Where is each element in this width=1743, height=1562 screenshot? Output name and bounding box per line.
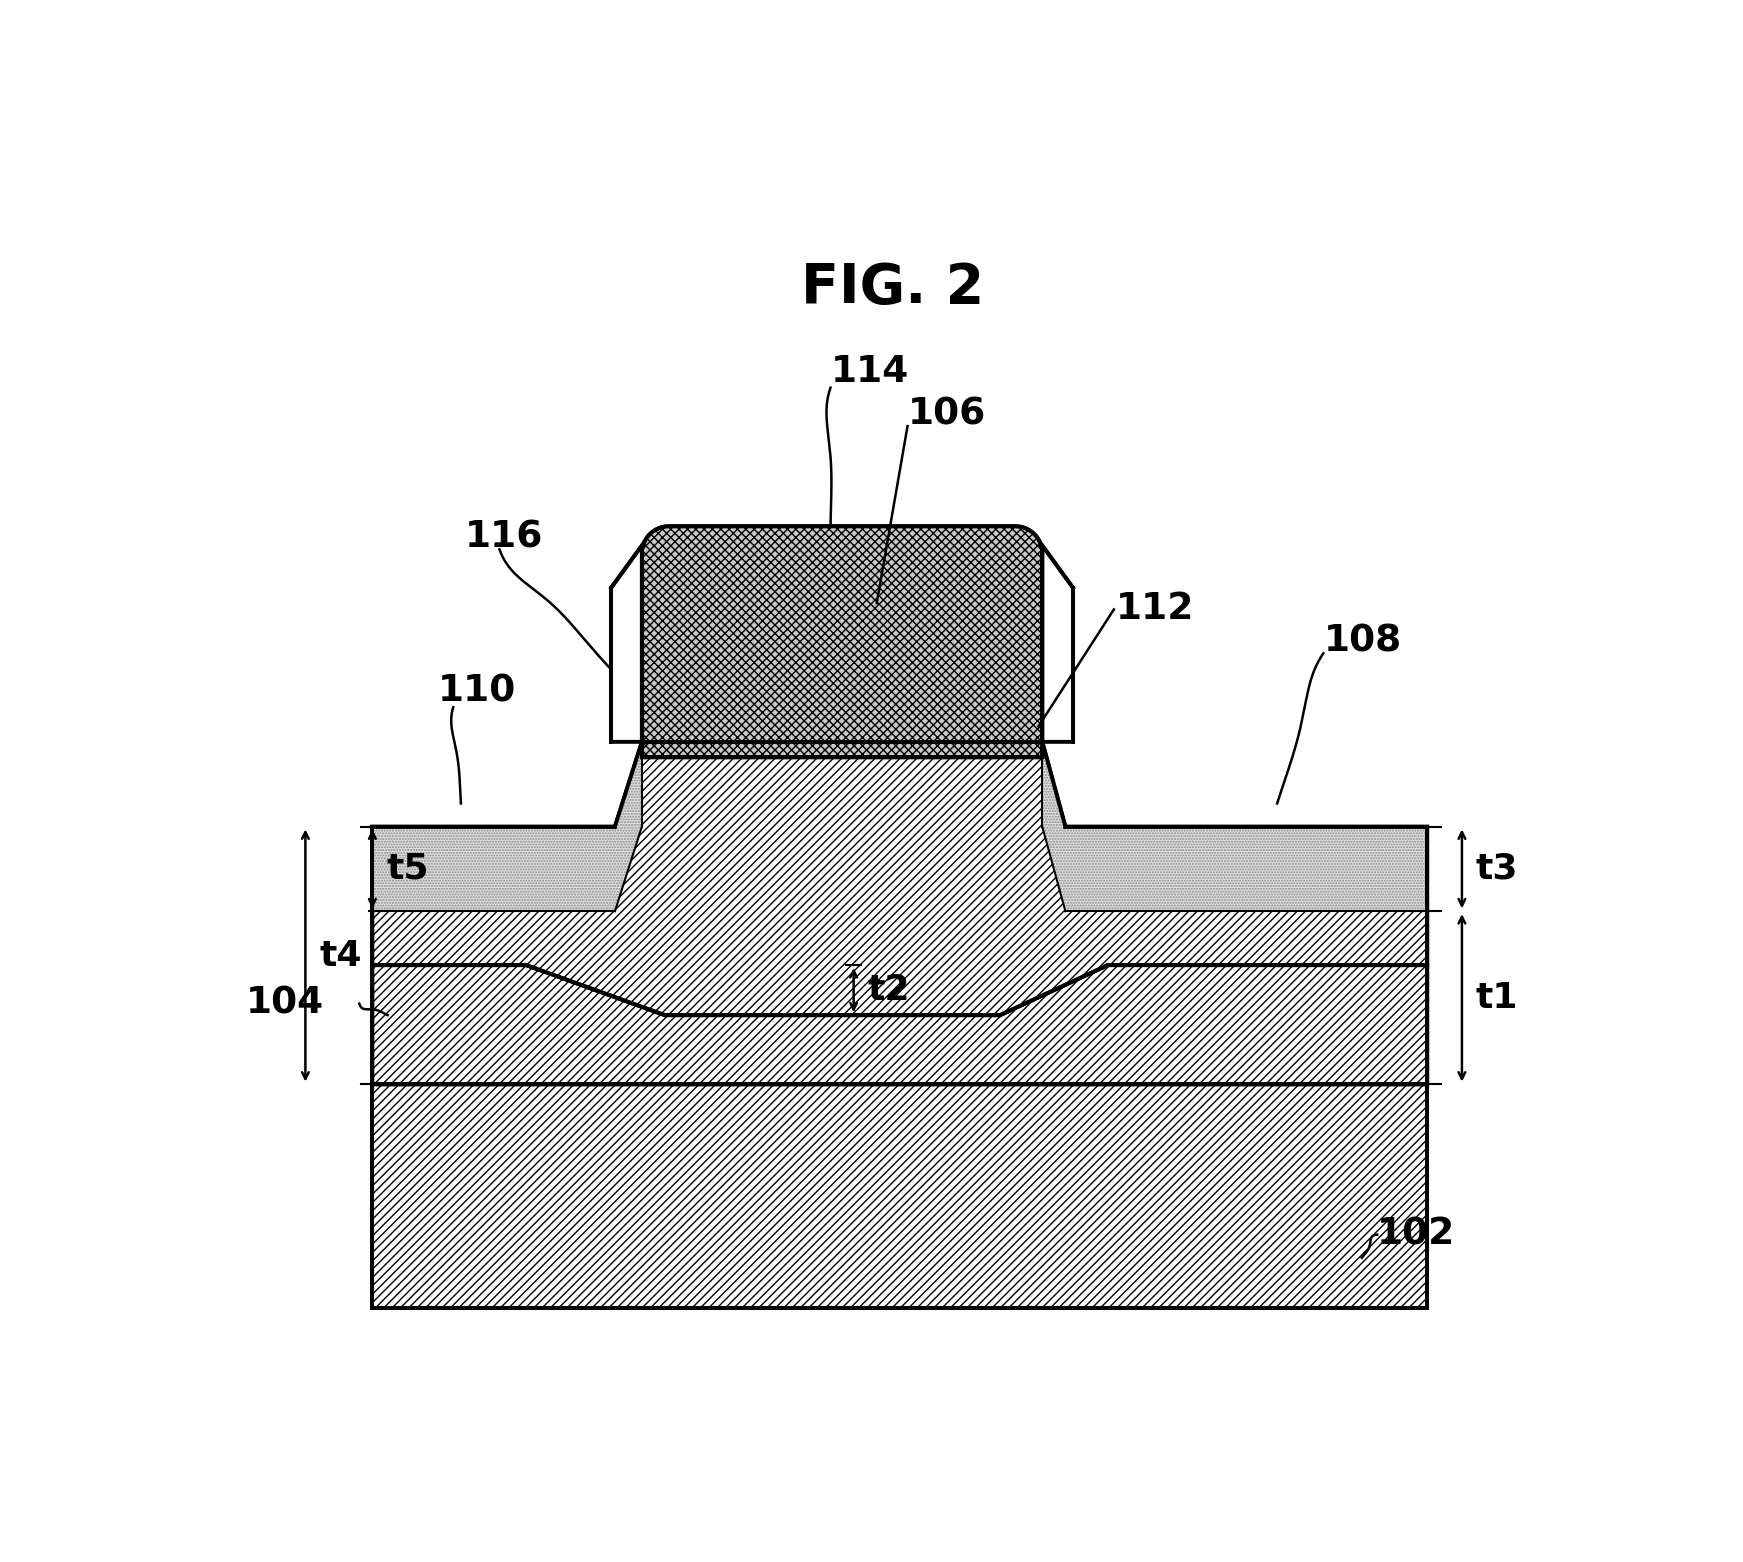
Polygon shape bbox=[373, 742, 641, 911]
Text: 106: 106 bbox=[908, 397, 987, 433]
Polygon shape bbox=[373, 742, 1428, 1015]
Polygon shape bbox=[373, 965, 1428, 1084]
Text: 116: 116 bbox=[465, 520, 544, 556]
Polygon shape bbox=[612, 545, 641, 742]
Polygon shape bbox=[373, 1084, 1428, 1307]
Polygon shape bbox=[641, 526, 1042, 758]
Text: 114: 114 bbox=[830, 355, 908, 390]
Polygon shape bbox=[1042, 545, 1074, 742]
Text: 102: 102 bbox=[1377, 1217, 1455, 1253]
Text: 110: 110 bbox=[437, 673, 516, 709]
Text: t1: t1 bbox=[1476, 981, 1518, 1015]
Text: t5: t5 bbox=[387, 851, 429, 886]
Bar bbox=[641, 742, 1042, 758]
Text: t4: t4 bbox=[319, 939, 363, 973]
Polygon shape bbox=[1042, 742, 1428, 911]
Text: t2: t2 bbox=[868, 973, 910, 1007]
Text: 104: 104 bbox=[246, 986, 324, 1022]
Text: 112: 112 bbox=[1116, 592, 1194, 628]
Text: t3: t3 bbox=[1476, 851, 1518, 886]
Text: 108: 108 bbox=[1323, 623, 1401, 659]
Text: FIG. 2: FIG. 2 bbox=[802, 261, 985, 314]
